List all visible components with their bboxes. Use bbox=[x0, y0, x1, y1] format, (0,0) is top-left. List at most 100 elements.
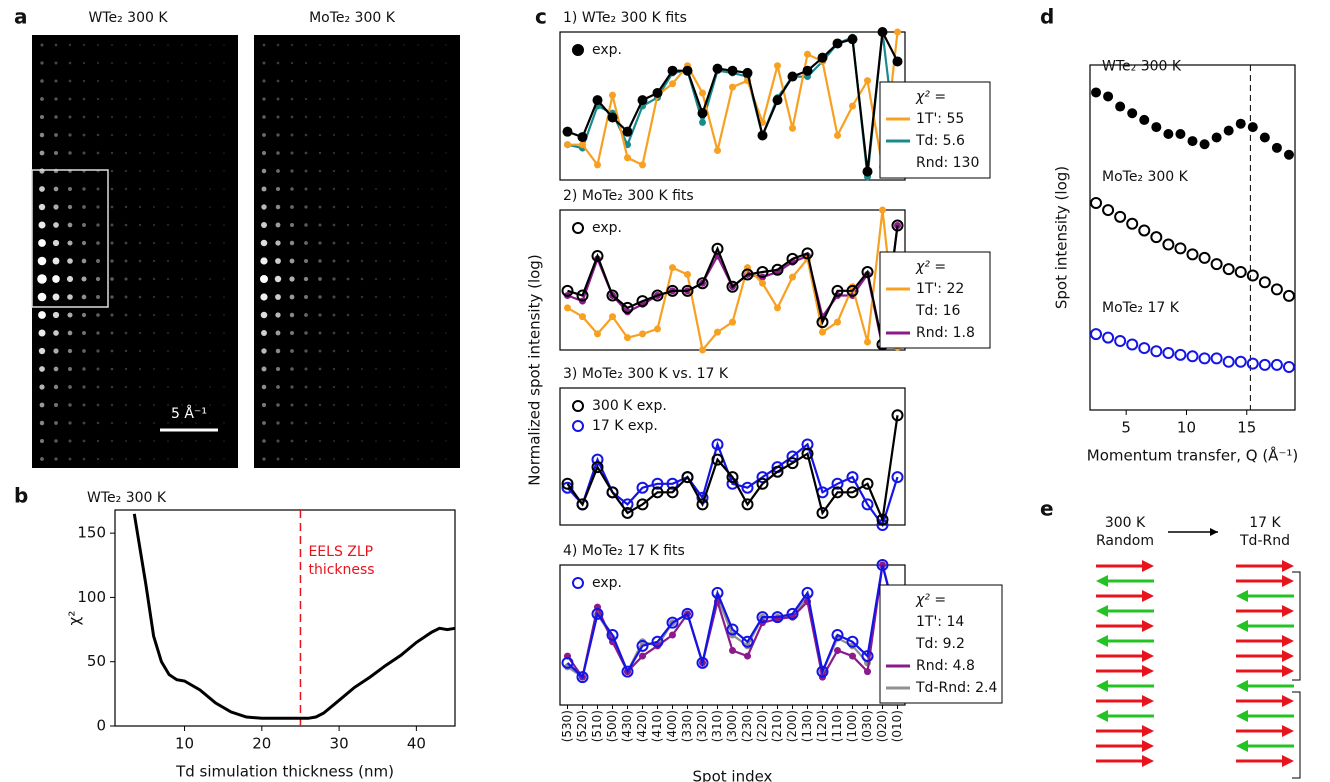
x-tick-label: (510) bbox=[590, 710, 604, 742]
data-point bbox=[714, 328, 721, 336]
data-point bbox=[681, 284, 694, 297]
diffraction-spot bbox=[417, 332, 419, 334]
diffraction-spot bbox=[389, 44, 391, 46]
diffraction-spot bbox=[139, 422, 141, 424]
diffraction-spot bbox=[124, 187, 128, 191]
diffraction-spot bbox=[181, 98, 183, 100]
diffraction-spot bbox=[54, 133, 58, 137]
data-point bbox=[1186, 350, 1199, 363]
data-point bbox=[1187, 136, 1198, 147]
diffraction-spot bbox=[138, 367, 142, 371]
diffraction-spot bbox=[304, 97, 308, 101]
data-point bbox=[669, 80, 676, 88]
diffraction-spot bbox=[445, 440, 447, 442]
diffraction-spot bbox=[96, 97, 100, 101]
diffraction-spot bbox=[346, 385, 350, 389]
data-point bbox=[699, 346, 706, 354]
data-point bbox=[669, 631, 676, 639]
diffraction-spot bbox=[195, 44, 197, 46]
diffraction-spot bbox=[68, 115, 72, 119]
diffraction-spot bbox=[347, 80, 349, 82]
diffraction-spot bbox=[223, 314, 225, 316]
x-tick-label: (230) bbox=[740, 710, 754, 742]
diffraction-spot bbox=[260, 311, 268, 319]
diffraction-spot bbox=[304, 313, 308, 317]
data-point bbox=[579, 141, 586, 149]
diffraction-spot bbox=[290, 349, 294, 353]
diffraction-spot bbox=[374, 241, 378, 245]
series-label: MoTe₂ 17 K bbox=[1102, 300, 1180, 316]
diffraction-spot bbox=[195, 332, 197, 334]
diffraction-spot bbox=[389, 404, 391, 406]
diffraction-spot bbox=[223, 80, 225, 82]
diffraction-spot bbox=[209, 260, 211, 262]
diffraction-spot bbox=[110, 187, 114, 191]
data-point bbox=[849, 652, 856, 660]
diffraction-spot bbox=[431, 440, 433, 442]
data-point bbox=[1258, 276, 1271, 289]
diffraction-spot bbox=[82, 403, 86, 407]
diffraction-spot bbox=[40, 43, 44, 47]
diffraction-spot bbox=[276, 43, 280, 47]
diffraction-spot bbox=[54, 439, 58, 443]
diffraction-spot bbox=[361, 134, 363, 136]
data-point bbox=[562, 126, 573, 137]
diffraction-spot bbox=[261, 330, 267, 336]
diffraction-spot bbox=[181, 62, 183, 64]
diffraction-spot bbox=[68, 187, 72, 191]
x-tick-label: 40 bbox=[407, 735, 426, 753]
diffraction-spot bbox=[276, 403, 280, 407]
diffraction-spot bbox=[39, 150, 45, 156]
diffraction-spot bbox=[417, 404, 419, 406]
spin-arrow-head bbox=[1236, 590, 1248, 602]
data-point bbox=[831, 284, 844, 297]
diffraction-spot bbox=[304, 187, 308, 191]
diffraction-spot bbox=[346, 367, 350, 371]
diffraction-spot bbox=[431, 386, 433, 388]
diffraction-spot bbox=[275, 258, 281, 264]
diffraction-spot bbox=[181, 116, 183, 118]
data-point bbox=[774, 62, 781, 70]
data-point bbox=[624, 334, 631, 342]
diffraction-spot bbox=[68, 61, 72, 65]
diffraction-spot bbox=[445, 62, 447, 64]
diffraction-spot bbox=[195, 170, 197, 172]
diffraction-spot bbox=[275, 294, 281, 300]
diffraction-spot bbox=[374, 331, 378, 335]
diffraction-spot bbox=[167, 422, 169, 424]
diffraction-spot bbox=[276, 385, 280, 389]
data-point bbox=[894, 28, 901, 36]
diffraction-spot bbox=[332, 205, 336, 209]
diffraction-spot bbox=[68, 439, 72, 443]
diffraction-spot bbox=[138, 169, 142, 173]
spin-arrow-head bbox=[1142, 665, 1154, 677]
diffraction-spot bbox=[304, 331, 308, 335]
data-point bbox=[1174, 242, 1187, 255]
diffraction-spot bbox=[167, 386, 169, 388]
data-point bbox=[774, 304, 781, 312]
diffraction-spot bbox=[403, 314, 405, 316]
diffraction-spot bbox=[375, 440, 377, 442]
spin-arrow-head bbox=[1096, 635, 1108, 647]
diffraction-spot bbox=[360, 277, 364, 281]
data-point bbox=[1199, 139, 1210, 150]
diffraction-spot bbox=[68, 385, 72, 389]
diffraction-spot bbox=[388, 295, 392, 299]
diffraction-spot bbox=[276, 115, 280, 119]
spin-arrow-head bbox=[1142, 650, 1154, 662]
data-point bbox=[1186, 248, 1199, 261]
data-point bbox=[864, 77, 871, 85]
diffraction-spot bbox=[195, 242, 197, 244]
data-point bbox=[564, 304, 571, 312]
diffraction-spot bbox=[223, 152, 225, 154]
diffraction-spot bbox=[417, 116, 419, 118]
diffraction-spot bbox=[290, 439, 294, 443]
diffraction-spot bbox=[332, 439, 336, 443]
diffraction-spot bbox=[431, 296, 433, 298]
diffraction-spot bbox=[139, 80, 141, 82]
diffraction-spot bbox=[152, 187, 156, 191]
diffraction-spot bbox=[445, 458, 447, 460]
diffraction-spot bbox=[223, 296, 225, 298]
diffraction-image bbox=[32, 35, 238, 468]
spin-arrow-head bbox=[1096, 710, 1108, 722]
